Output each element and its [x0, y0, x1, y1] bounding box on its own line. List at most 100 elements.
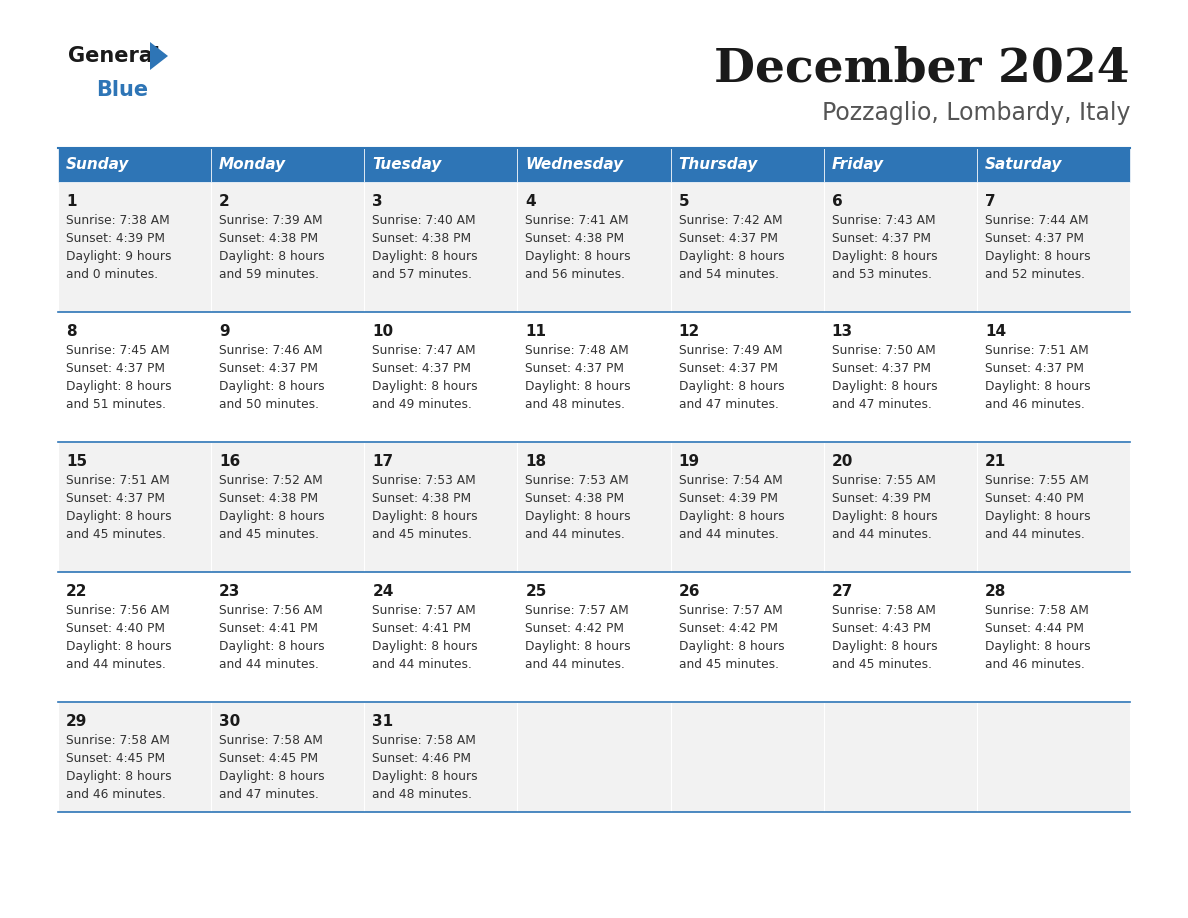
Text: Sunset: 4:37 PM: Sunset: 4:37 PM	[67, 492, 165, 505]
Text: and 44 minutes.: and 44 minutes.	[67, 658, 166, 671]
Text: Sunrise: 7:48 AM: Sunrise: 7:48 AM	[525, 344, 630, 357]
Text: Daylight: 8 hours: Daylight: 8 hours	[832, 640, 937, 653]
Text: and 46 minutes.: and 46 minutes.	[985, 398, 1085, 411]
Text: Sunrise: 7:55 AM: Sunrise: 7:55 AM	[832, 474, 936, 487]
Text: Sunset: 4:41 PM: Sunset: 4:41 PM	[372, 622, 472, 635]
Text: Daylight: 8 hours: Daylight: 8 hours	[67, 770, 171, 783]
Text: Daylight: 8 hours: Daylight: 8 hours	[678, 640, 784, 653]
Bar	[211, 442, 365, 572]
Text: 27: 27	[832, 584, 853, 599]
Text: Sunset: 4:42 PM: Sunset: 4:42 PM	[525, 622, 625, 635]
Polygon shape	[150, 42, 168, 70]
Text: Daylight: 8 hours: Daylight: 8 hours	[678, 380, 784, 393]
Text: Monday: Monday	[219, 158, 286, 173]
Bar	[211, 182, 365, 312]
Text: and 44 minutes.: and 44 minutes.	[678, 528, 778, 541]
Bar	[977, 312, 1130, 442]
Text: Sunset: 4:37 PM: Sunset: 4:37 PM	[832, 362, 930, 375]
Text: Sunset: 4:37 PM: Sunset: 4:37 PM	[678, 232, 778, 245]
Text: and 47 minutes.: and 47 minutes.	[678, 398, 778, 411]
Text: Sunset: 4:43 PM: Sunset: 4:43 PM	[832, 622, 930, 635]
Bar	[977, 148, 1130, 182]
Text: 14: 14	[985, 324, 1006, 339]
Text: Sunset: 4:37 PM: Sunset: 4:37 PM	[985, 362, 1083, 375]
Text: Daylight: 8 hours: Daylight: 8 hours	[525, 640, 631, 653]
Text: Daylight: 9 hours: Daylight: 9 hours	[67, 250, 171, 263]
Text: Sunrise: 7:55 AM: Sunrise: 7:55 AM	[985, 474, 1088, 487]
Bar	[58, 572, 211, 702]
Text: Daylight: 8 hours: Daylight: 8 hours	[832, 510, 937, 523]
Text: Daylight: 8 hours: Daylight: 8 hours	[372, 510, 478, 523]
Text: 22: 22	[67, 584, 88, 599]
Text: Sunrise: 7:52 AM: Sunrise: 7:52 AM	[219, 474, 323, 487]
Bar	[518, 182, 670, 312]
Text: Sunset: 4:37 PM: Sunset: 4:37 PM	[525, 362, 625, 375]
Text: Sunrise: 7:47 AM: Sunrise: 7:47 AM	[372, 344, 476, 357]
Text: Daylight: 8 hours: Daylight: 8 hours	[372, 770, 478, 783]
Text: 28: 28	[985, 584, 1006, 599]
Text: Friday: Friday	[832, 158, 884, 173]
Bar	[58, 442, 211, 572]
Bar	[58, 702, 211, 812]
Text: Sunset: 4:46 PM: Sunset: 4:46 PM	[372, 752, 472, 765]
Text: Daylight: 8 hours: Daylight: 8 hours	[985, 250, 1091, 263]
Bar	[823, 702, 977, 812]
Text: Tuesday: Tuesday	[372, 158, 442, 173]
Text: Daylight: 8 hours: Daylight: 8 hours	[832, 250, 937, 263]
Text: and 50 minutes.: and 50 minutes.	[219, 398, 320, 411]
Text: Sunrise: 7:41 AM: Sunrise: 7:41 AM	[525, 214, 630, 227]
Text: 16: 16	[219, 454, 240, 469]
Text: Sunrise: 7:58 AM: Sunrise: 7:58 AM	[67, 734, 170, 747]
Text: and 44 minutes.: and 44 minutes.	[525, 658, 625, 671]
Text: Daylight: 8 hours: Daylight: 8 hours	[372, 250, 478, 263]
Text: Sunset: 4:38 PM: Sunset: 4:38 PM	[525, 492, 625, 505]
Text: and 48 minutes.: and 48 minutes.	[525, 398, 625, 411]
Bar	[365, 572, 518, 702]
Text: Daylight: 8 hours: Daylight: 8 hours	[219, 380, 324, 393]
Text: 3: 3	[372, 194, 383, 209]
Text: 24: 24	[372, 584, 393, 599]
Text: Daylight: 8 hours: Daylight: 8 hours	[219, 770, 324, 783]
Text: and 54 minutes.: and 54 minutes.	[678, 268, 778, 281]
Bar	[211, 312, 365, 442]
Text: and 44 minutes.: and 44 minutes.	[525, 528, 625, 541]
Text: and 44 minutes.: and 44 minutes.	[985, 528, 1085, 541]
Text: Sunset: 4:37 PM: Sunset: 4:37 PM	[678, 362, 778, 375]
Text: and 52 minutes.: and 52 minutes.	[985, 268, 1085, 281]
Text: Sunset: 4:39 PM: Sunset: 4:39 PM	[678, 492, 778, 505]
Text: Daylight: 8 hours: Daylight: 8 hours	[67, 510, 171, 523]
Text: Sunrise: 7:43 AM: Sunrise: 7:43 AM	[832, 214, 935, 227]
Text: Sunrise: 7:38 AM: Sunrise: 7:38 AM	[67, 214, 170, 227]
Text: Daylight: 8 hours: Daylight: 8 hours	[219, 640, 324, 653]
Text: and 47 minutes.: and 47 minutes.	[219, 788, 320, 801]
Text: and 48 minutes.: and 48 minutes.	[372, 788, 473, 801]
Text: 20: 20	[832, 454, 853, 469]
Text: 1: 1	[67, 194, 76, 209]
Text: 7: 7	[985, 194, 996, 209]
Text: Sunrise: 7:58 AM: Sunrise: 7:58 AM	[219, 734, 323, 747]
Text: and 51 minutes.: and 51 minutes.	[67, 398, 166, 411]
Text: Sunset: 4:45 PM: Sunset: 4:45 PM	[219, 752, 318, 765]
Text: and 45 minutes.: and 45 minutes.	[219, 528, 320, 541]
Text: Sunrise: 7:57 AM: Sunrise: 7:57 AM	[678, 604, 783, 617]
Bar	[211, 148, 365, 182]
Bar	[670, 148, 823, 182]
Text: 23: 23	[219, 584, 240, 599]
Text: and 44 minutes.: and 44 minutes.	[219, 658, 320, 671]
Text: Sunset: 4:39 PM: Sunset: 4:39 PM	[67, 232, 165, 245]
Text: Sunrise: 7:51 AM: Sunrise: 7:51 AM	[985, 344, 1088, 357]
Bar	[823, 148, 977, 182]
Bar	[58, 182, 211, 312]
Text: Sunset: 4:38 PM: Sunset: 4:38 PM	[525, 232, 625, 245]
Text: 13: 13	[832, 324, 853, 339]
Bar	[518, 312, 670, 442]
Text: and 44 minutes.: and 44 minutes.	[372, 658, 472, 671]
Text: Saturday: Saturday	[985, 158, 1062, 173]
Text: and 44 minutes.: and 44 minutes.	[832, 528, 931, 541]
Text: Sunset: 4:38 PM: Sunset: 4:38 PM	[372, 492, 472, 505]
Bar	[211, 702, 365, 812]
Bar	[518, 148, 670, 182]
Bar	[365, 702, 518, 812]
Text: 31: 31	[372, 714, 393, 729]
Text: and 45 minutes.: and 45 minutes.	[372, 528, 473, 541]
